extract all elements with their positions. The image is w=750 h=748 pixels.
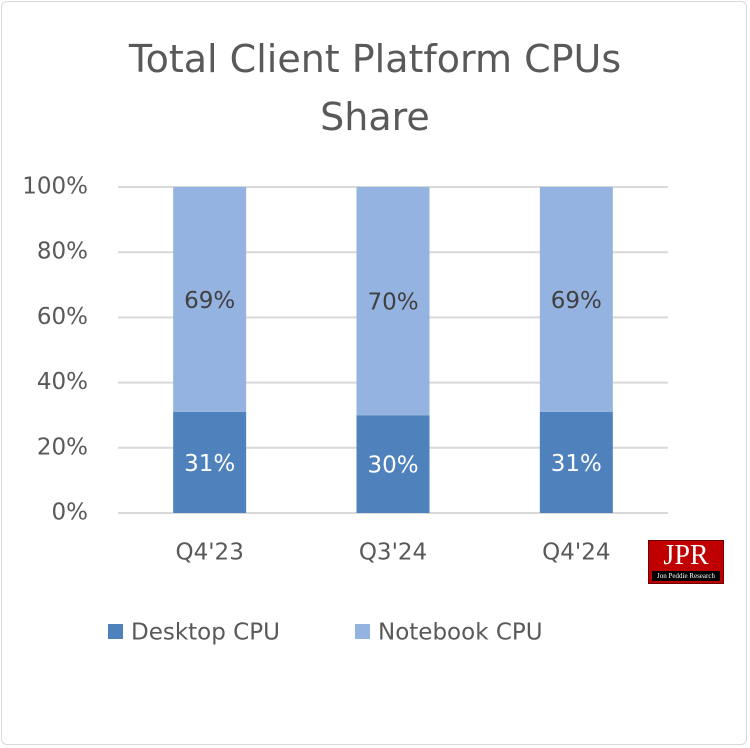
legend-swatch	[108, 624, 123, 639]
value-label: 31%	[184, 451, 235, 477]
bar-segment	[356, 187, 430, 416]
bar-segment	[173, 411, 247, 513]
chart-title: Total Client Platform CPUs Share	[128, 37, 622, 139]
value-label: 31%	[551, 451, 602, 477]
bar-segment	[539, 187, 613, 412]
y-tick-label: 0%	[52, 500, 89, 526]
y-tick-label: 60%	[37, 304, 88, 330]
logo-subtitle: Jon Peddie Research	[652, 571, 720, 581]
value-label: 69%	[184, 288, 235, 314]
y-tick-label: 40%	[37, 369, 88, 395]
y-tick-label: 80%	[37, 239, 88, 265]
x-tick-label: Q4'24	[542, 540, 610, 566]
value-label: 69%	[551, 288, 602, 314]
legend-label: Desktop CPU	[131, 620, 280, 646]
value-label: 70%	[367, 290, 418, 316]
legend-label: Notebook CPU	[378, 620, 543, 646]
logo-title: JPR	[663, 540, 709, 571]
legend-swatch	[355, 624, 370, 639]
logo: JPR Jon Peddie Research	[648, 540, 724, 584]
y-tick-label: 20%	[37, 434, 88, 460]
x-tick-label: Q3'24	[359, 540, 427, 566]
y-tick-label: 100%	[22, 174, 88, 200]
x-tick-label: Q4'23	[176, 540, 244, 566]
value-label: 30%	[367, 453, 418, 479]
bar-segment	[539, 411, 613, 513]
bar-segment	[356, 415, 430, 513]
bar-segment	[173, 187, 247, 412]
